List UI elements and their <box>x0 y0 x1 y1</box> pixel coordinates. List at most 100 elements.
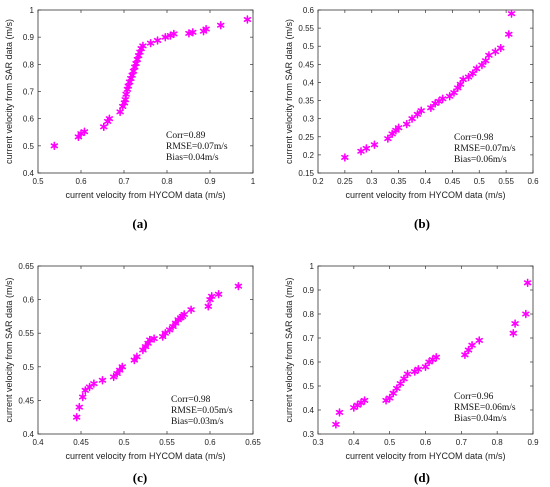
data-point <box>478 60 486 70</box>
data-point <box>475 336 483 345</box>
data-point <box>133 352 141 361</box>
y-tick-label: 0.7 <box>303 334 315 343</box>
x-tick-label: 0.4 <box>420 177 432 186</box>
x-tick-label: 0.7 <box>456 438 468 447</box>
x-tick-label: 0.45 <box>73 438 89 447</box>
data-point <box>217 21 225 30</box>
data-point <box>450 88 458 97</box>
stat-annotation: Corr=0.96 <box>454 392 494 402</box>
data-point <box>523 278 532 287</box>
x-tick-label: 0.55 <box>498 177 514 186</box>
data-point <box>393 384 401 393</box>
panel-label: (b) <box>414 216 430 231</box>
data-point <box>485 51 493 60</box>
data-point <box>335 408 344 417</box>
y-tick-label: 0.5 <box>23 142 35 151</box>
y-tick-label: 0.65 <box>18 262 34 271</box>
x-tick-label: 0.35 <box>391 177 407 186</box>
y-tick-label: 0.4 <box>303 406 315 415</box>
x-tick-label: 0.9 <box>204 177 216 186</box>
data-point <box>105 114 114 123</box>
panel-label: (c) <box>133 470 147 485</box>
y-axis-label: current velocity from SAR data (m/s) <box>284 277 294 422</box>
x-tick-label: 0.45 <box>445 177 461 186</box>
x-axis-label: current velocity from HYCOM data (m/s) <box>345 190 505 200</box>
x-tick-label: 0.3 <box>312 438 324 447</box>
x-tick-label: 0.2 <box>312 177 324 186</box>
data-point <box>72 413 81 422</box>
y-tick-label: 0.4 <box>23 169 35 178</box>
plot-frame <box>37 265 254 435</box>
y-tick-label: 0.5 <box>303 382 315 391</box>
y-tick-label: 1 <box>30 6 35 15</box>
data-point <box>445 92 454 101</box>
data-point <box>427 103 435 112</box>
data-point <box>438 94 447 103</box>
y-tick-label: 0.4 <box>303 78 315 87</box>
x-axis-label: current velocity from HYCOM data (m/s) <box>65 451 225 461</box>
data-point <box>357 147 365 156</box>
data-point <box>402 119 411 129</box>
y-tick-label: 0.5 <box>23 363 35 372</box>
data-point <box>413 110 422 119</box>
stat-annotation: RMSE=0.06m/s <box>454 403 516 413</box>
data-point <box>421 362 430 371</box>
data-point <box>370 140 379 149</box>
data-point <box>146 335 154 345</box>
y-tick-label: 0.55 <box>18 329 34 338</box>
stat-annotation: RMSE=0.07m/s <box>166 142 228 152</box>
y-axis-label: current velocity from SAR data (m/s) <box>284 19 294 164</box>
y-tick-label: 0.7 <box>23 88 35 97</box>
chart-panel-2: 0.2 0.25 0.3 0.35 0.4 0.45 0.5 0.55 0.60.150.20.… <box>284 6 539 231</box>
stat-annotation: Corr=0.98 <box>454 133 494 143</box>
data-point <box>180 310 188 319</box>
data-point <box>408 114 416 123</box>
data-point <box>481 56 490 65</box>
data-point <box>417 106 425 115</box>
data-point <box>243 15 252 24</box>
data-point <box>121 95 130 104</box>
data-point <box>414 365 423 374</box>
y-tick-label: 0.25 <box>298 133 314 142</box>
data-point <box>400 374 408 383</box>
y-tick-label: 0.35 <box>298 97 314 106</box>
data-point <box>75 402 84 412</box>
data-point <box>360 396 369 405</box>
data-point <box>464 345 473 355</box>
x-tick-label: 0.3 <box>366 177 378 186</box>
stat-annotation: RMSE=0.05m/s <box>171 406 233 416</box>
data-point <box>161 32 170 42</box>
data-point <box>204 302 213 311</box>
x-tick-label: 0.8 <box>492 438 504 447</box>
x-tick-label: 0.4 <box>32 438 44 447</box>
y-tick-label: 0.8 <box>23 60 35 69</box>
data-point <box>90 379 98 388</box>
y-tick-label: 0.45 <box>298 60 314 69</box>
data-point <box>150 334 158 343</box>
y-tick-label: 0.9 <box>303 286 315 295</box>
x-tick-label: 0.9 <box>527 438 539 447</box>
y-tick-label: 0.6 <box>23 115 35 124</box>
data-point <box>388 129 396 139</box>
data-point <box>432 353 440 362</box>
data-point <box>80 127 89 136</box>
data-point <box>394 123 403 132</box>
x-tick-label: 0.5 <box>384 438 396 447</box>
data-point <box>403 369 412 379</box>
y-tick-label: 0.3 <box>303 115 315 124</box>
x-tick-label: 0.6 <box>420 438 432 447</box>
stat-annotation: Corr=0.89 <box>166 131 206 141</box>
data-point <box>100 122 108 132</box>
y-tick-label: 0.9 <box>23 33 35 42</box>
x-tick-label: 0.8 <box>161 177 173 186</box>
stat-annotation: Bias=0.03m/s <box>171 417 224 427</box>
data-point <box>214 290 223 299</box>
data-point <box>468 341 476 350</box>
chart-panel-4: 0.3 0.4 0.5 0.6 0.7 0.8 0.9 0.3 0.4 0.5 0.6 0.7 0.8 0… <box>284 262 539 485</box>
data-point <box>491 47 500 56</box>
stat-annotation: Bias=0.04m/s <box>166 153 219 163</box>
x-tick-label: 0.25 <box>337 177 353 186</box>
data-point <box>50 141 59 151</box>
x-axis-label: current velocity from HYCOM data (m/s) <box>345 451 505 461</box>
y-tick-label: 0.55 <box>298 24 314 33</box>
